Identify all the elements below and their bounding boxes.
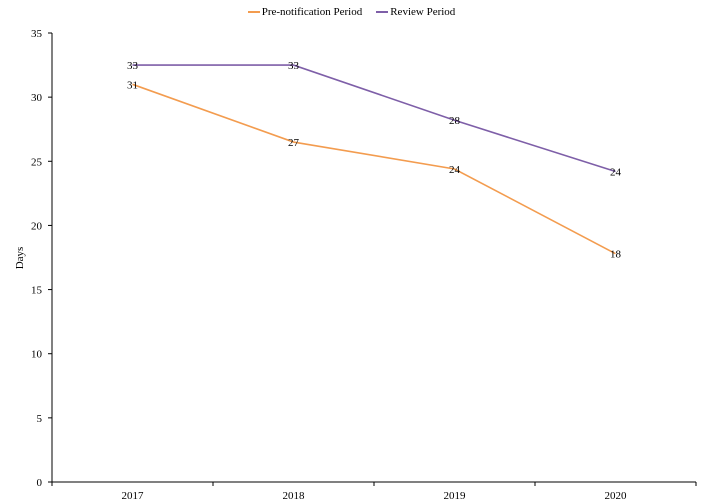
y-tick-label: 5 — [37, 413, 43, 425]
series-line-1 — [132, 64, 616, 173]
data-label: 33 — [288, 60, 300, 72]
legend-label-review: Review Period — [390, 6, 456, 18]
data-label: 18 — [610, 249, 622, 261]
chart-ticks: 0 5 10 15 20 25 30 35 2017 2018 2019 2020 — [31, 28, 697, 502]
y-tick-label: 25 — [31, 156, 43, 168]
chart-axes — [51, 33, 696, 483]
y-tick-label: 20 — [31, 220, 43, 232]
x-tick-label: 2020 — [605, 490, 628, 502]
x-tick-label: 2019 — [444, 490, 467, 502]
data-label: 31 — [127, 79, 138, 91]
data-label: 27 — [288, 137, 300, 149]
y-tick-label: 15 — [31, 285, 43, 297]
chart-legend: Pre-notification Period Review Period — [0, 6, 703, 18]
data-label: 28 — [449, 115, 461, 127]
legend-label-pre-notification: Pre-notification Period — [261, 6, 363, 18]
series-line-0 — [132, 83, 616, 255]
y-tick-label: 30 — [31, 92, 43, 104]
legend-item-review: Review Period — [376, 6, 455, 18]
legend-swatch-review — [376, 11, 389, 13]
y-tick-label: 0 — [37, 477, 43, 489]
chart-data-labels: 31 27 24 18 33 33 28 24 — [127, 60, 622, 261]
legend-item-pre-notification: Pre-notification Period — [247, 6, 363, 18]
chart-series — [132, 64, 616, 255]
y-tick-label: 10 — [31, 349, 43, 361]
x-tick-label: 2017 — [122, 490, 145, 502]
data-label: 24 — [610, 167, 622, 179]
x-tick-label: 2018 — [283, 490, 306, 502]
y-axis-title: Days — [14, 247, 26, 270]
data-label: 24 — [449, 164, 461, 176]
y-tick-label: 35 — [31, 28, 43, 40]
legend-swatch-pre-notification — [247, 11, 260, 13]
data-label: 33 — [127, 60, 139, 72]
